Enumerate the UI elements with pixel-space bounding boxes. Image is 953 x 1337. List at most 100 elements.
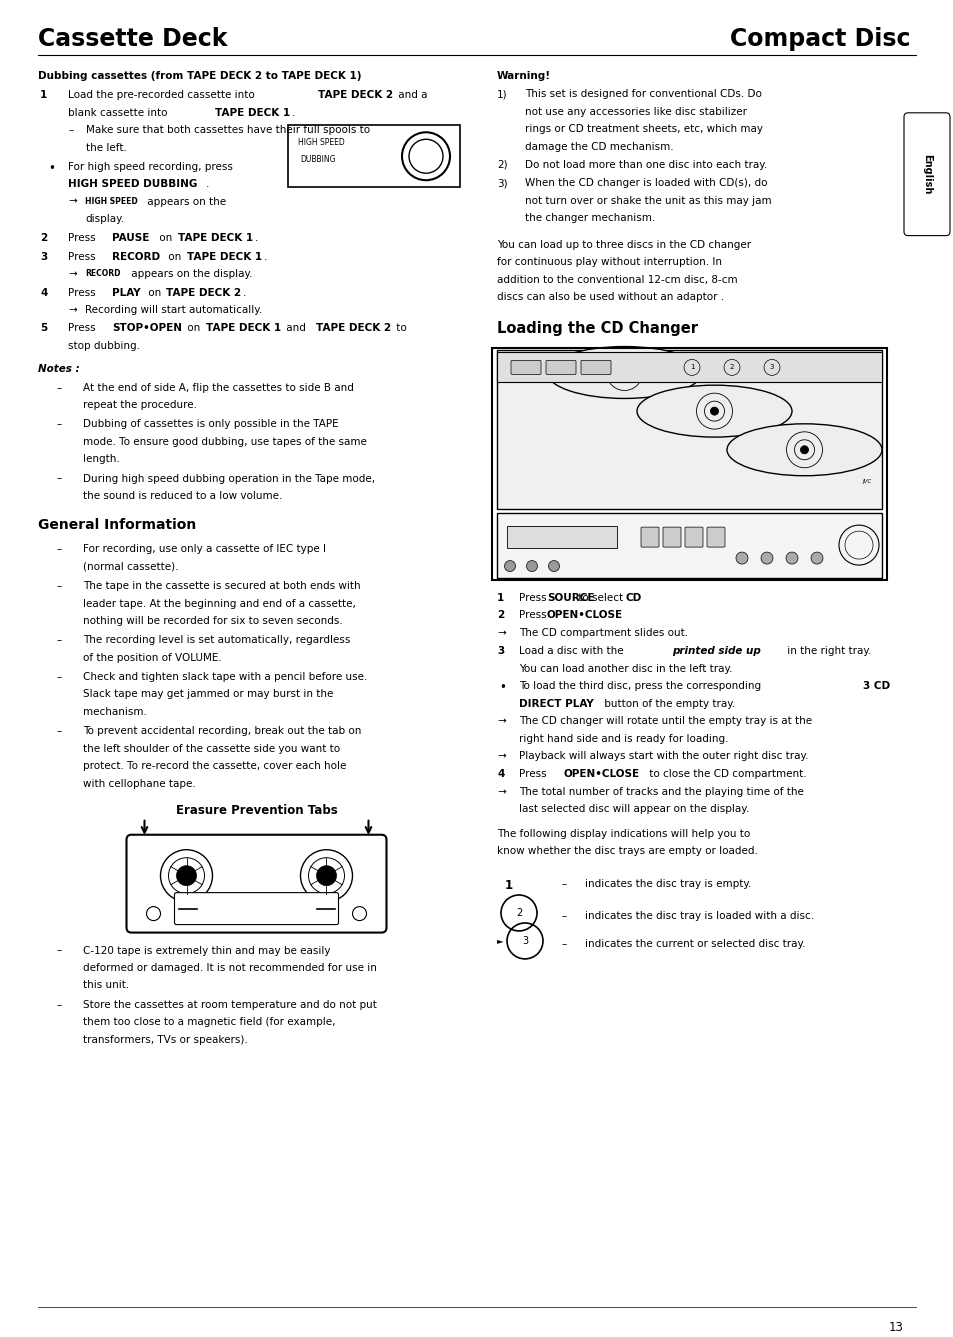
Text: SOURCE: SOURCE — [546, 594, 594, 603]
Text: for continuous play without interruption. In: for continuous play without interruption… — [497, 257, 721, 267]
Text: 2: 2 — [497, 611, 504, 620]
Text: Notes :: Notes : — [38, 364, 79, 373]
FancyBboxPatch shape — [580, 361, 610, 374]
Text: 3 CD: 3 CD — [862, 682, 889, 691]
Circle shape — [316, 865, 336, 885]
Circle shape — [800, 445, 807, 453]
Text: TAPE DECK 2: TAPE DECK 2 — [317, 90, 393, 100]
Text: Dubbing of cassettes is only possible in the TAPE: Dubbing of cassettes is only possible in… — [83, 420, 338, 429]
Text: and: and — [283, 324, 309, 333]
Text: –: – — [56, 673, 61, 682]
Text: know whether the disc trays are empty or loaded.: know whether the disc trays are empty or… — [497, 846, 757, 856]
Text: on: on — [184, 324, 203, 333]
Text: •: • — [48, 162, 55, 175]
Text: .: . — [292, 107, 295, 118]
Text: 2: 2 — [40, 234, 48, 243]
Text: repeat the procedure.: repeat the procedure. — [83, 400, 196, 410]
Text: blank cassette into: blank cassette into — [68, 107, 171, 118]
Text: PLAY: PLAY — [112, 287, 140, 298]
Circle shape — [548, 560, 558, 571]
Text: indicates the disc tray is empty.: indicates the disc tray is empty. — [584, 878, 751, 889]
Text: •: • — [498, 682, 505, 694]
Circle shape — [176, 865, 196, 885]
Text: –: – — [56, 726, 61, 737]
Text: –: – — [561, 910, 567, 921]
FancyBboxPatch shape — [506, 527, 617, 548]
Text: 3: 3 — [40, 251, 48, 262]
Text: Warning!: Warning! — [497, 71, 551, 80]
Text: the left shoulder of the cassette side you want to: the left shoulder of the cassette side y… — [83, 743, 340, 754]
Text: discs can also be used without an adaptor .: discs can also be used without an adapto… — [497, 291, 723, 302]
Text: –: – — [56, 420, 61, 429]
Text: 1: 1 — [40, 90, 48, 100]
Text: mode. To ensure good dubbing, use tapes of the same: mode. To ensure good dubbing, use tapes … — [83, 437, 367, 447]
Text: on: on — [145, 287, 164, 298]
Text: printed side up: printed side up — [671, 646, 760, 656]
Text: to: to — [393, 324, 406, 333]
Text: transformers, TVs or speakers).: transformers, TVs or speakers). — [83, 1035, 248, 1044]
Text: Press: Press — [68, 287, 99, 298]
Text: 3): 3) — [497, 178, 507, 189]
FancyBboxPatch shape — [511, 361, 540, 374]
Text: RECORD: RECORD — [112, 251, 160, 262]
Text: display.: display. — [85, 214, 124, 225]
Text: ►: ► — [497, 936, 503, 945]
Text: –: – — [56, 945, 61, 956]
Text: For recording, use only a cassette of IEC type I: For recording, use only a cassette of IE… — [83, 544, 326, 555]
Text: Load the pre-recorded cassette into: Load the pre-recorded cassette into — [68, 90, 257, 100]
Text: →: → — [497, 751, 505, 761]
Text: .: . — [264, 251, 267, 262]
Text: English: English — [921, 154, 931, 194]
Text: right hand side and is ready for loading.: right hand side and is ready for loading… — [518, 734, 728, 743]
Text: The CD compartment slides out.: The CD compartment slides out. — [518, 628, 687, 638]
FancyBboxPatch shape — [662, 527, 680, 547]
Text: 4: 4 — [40, 287, 48, 298]
Text: leader tape. At the beginning and end of a cassette,: leader tape. At the beginning and end of… — [83, 599, 355, 608]
Text: mechanism.: mechanism. — [83, 707, 147, 717]
Text: HIGH SPEED: HIGH SPEED — [297, 138, 344, 147]
Text: General Information: General Information — [38, 519, 196, 532]
Text: The CD changer will rotate until the empty tray is at the: The CD changer will rotate until the emp… — [518, 717, 811, 726]
Text: 1: 1 — [497, 594, 504, 603]
Text: –: – — [68, 126, 73, 135]
Text: Load a disc with the: Load a disc with the — [518, 646, 626, 656]
Text: last selected disc will appear on the display.: last selected disc will appear on the di… — [518, 805, 748, 814]
Text: Dubbing cassettes (from TAPE DECK 2 to TAPE DECK 1): Dubbing cassettes (from TAPE DECK 2 to T… — [38, 71, 361, 80]
Text: .: . — [593, 611, 597, 620]
Text: TAPE DECK 1: TAPE DECK 1 — [187, 251, 262, 262]
Text: 5: 5 — [40, 324, 48, 333]
Text: Loading the CD Changer: Loading the CD Changer — [497, 321, 698, 337]
Text: .: . — [243, 287, 246, 298]
Text: 3: 3 — [497, 646, 504, 656]
FancyBboxPatch shape — [497, 350, 882, 509]
FancyBboxPatch shape — [174, 893, 338, 925]
FancyBboxPatch shape — [497, 513, 882, 578]
Text: For high speed recording, press: For high speed recording, press — [68, 162, 233, 171]
Text: CD: CD — [625, 594, 641, 603]
Text: –: – — [56, 635, 61, 646]
Text: 13: 13 — [888, 1321, 903, 1334]
Text: RECORD: RECORD — [85, 269, 120, 278]
Circle shape — [785, 552, 797, 564]
Text: →: → — [497, 787, 505, 797]
Text: –: – — [561, 878, 567, 889]
Text: TAPE DECK 1: TAPE DECK 1 — [178, 234, 253, 243]
Text: C-120 tape is extremely thin and may be easily: C-120 tape is extremely thin and may be … — [83, 945, 330, 956]
Text: This set is designed for conventional CDs. Do: This set is designed for conventional CD… — [524, 90, 761, 99]
Text: of the position of VOLUME.: of the position of VOLUME. — [83, 652, 221, 663]
Text: →: → — [497, 628, 505, 638]
Text: OPEN•CLOSE: OPEN•CLOSE — [562, 770, 639, 779]
Text: .: . — [206, 179, 209, 190]
Text: the left.: the left. — [86, 143, 127, 152]
Text: When the CD changer is loaded with CD(s), do: When the CD changer is loaded with CD(s)… — [524, 178, 767, 189]
Text: Make sure that both cassettes have their full spools to: Make sure that both cassettes have their… — [86, 126, 370, 135]
Text: Check and tighten slack tape with a pencil before use.: Check and tighten slack tape with a penc… — [83, 673, 367, 682]
Text: Store the cassettes at room temperature and do not put: Store the cassettes at room temperature … — [83, 1000, 376, 1009]
Text: them too close to a magnetic field (for example,: them too close to a magnetic field (for … — [83, 1017, 335, 1027]
Text: button of the empty tray.: button of the empty tray. — [600, 699, 735, 709]
Text: 3: 3 — [521, 936, 528, 947]
Text: on: on — [156, 234, 175, 243]
Text: damage the CD mechanism.: damage the CD mechanism. — [524, 142, 673, 151]
Text: Press: Press — [68, 251, 99, 262]
Text: .: . — [635, 594, 638, 603]
